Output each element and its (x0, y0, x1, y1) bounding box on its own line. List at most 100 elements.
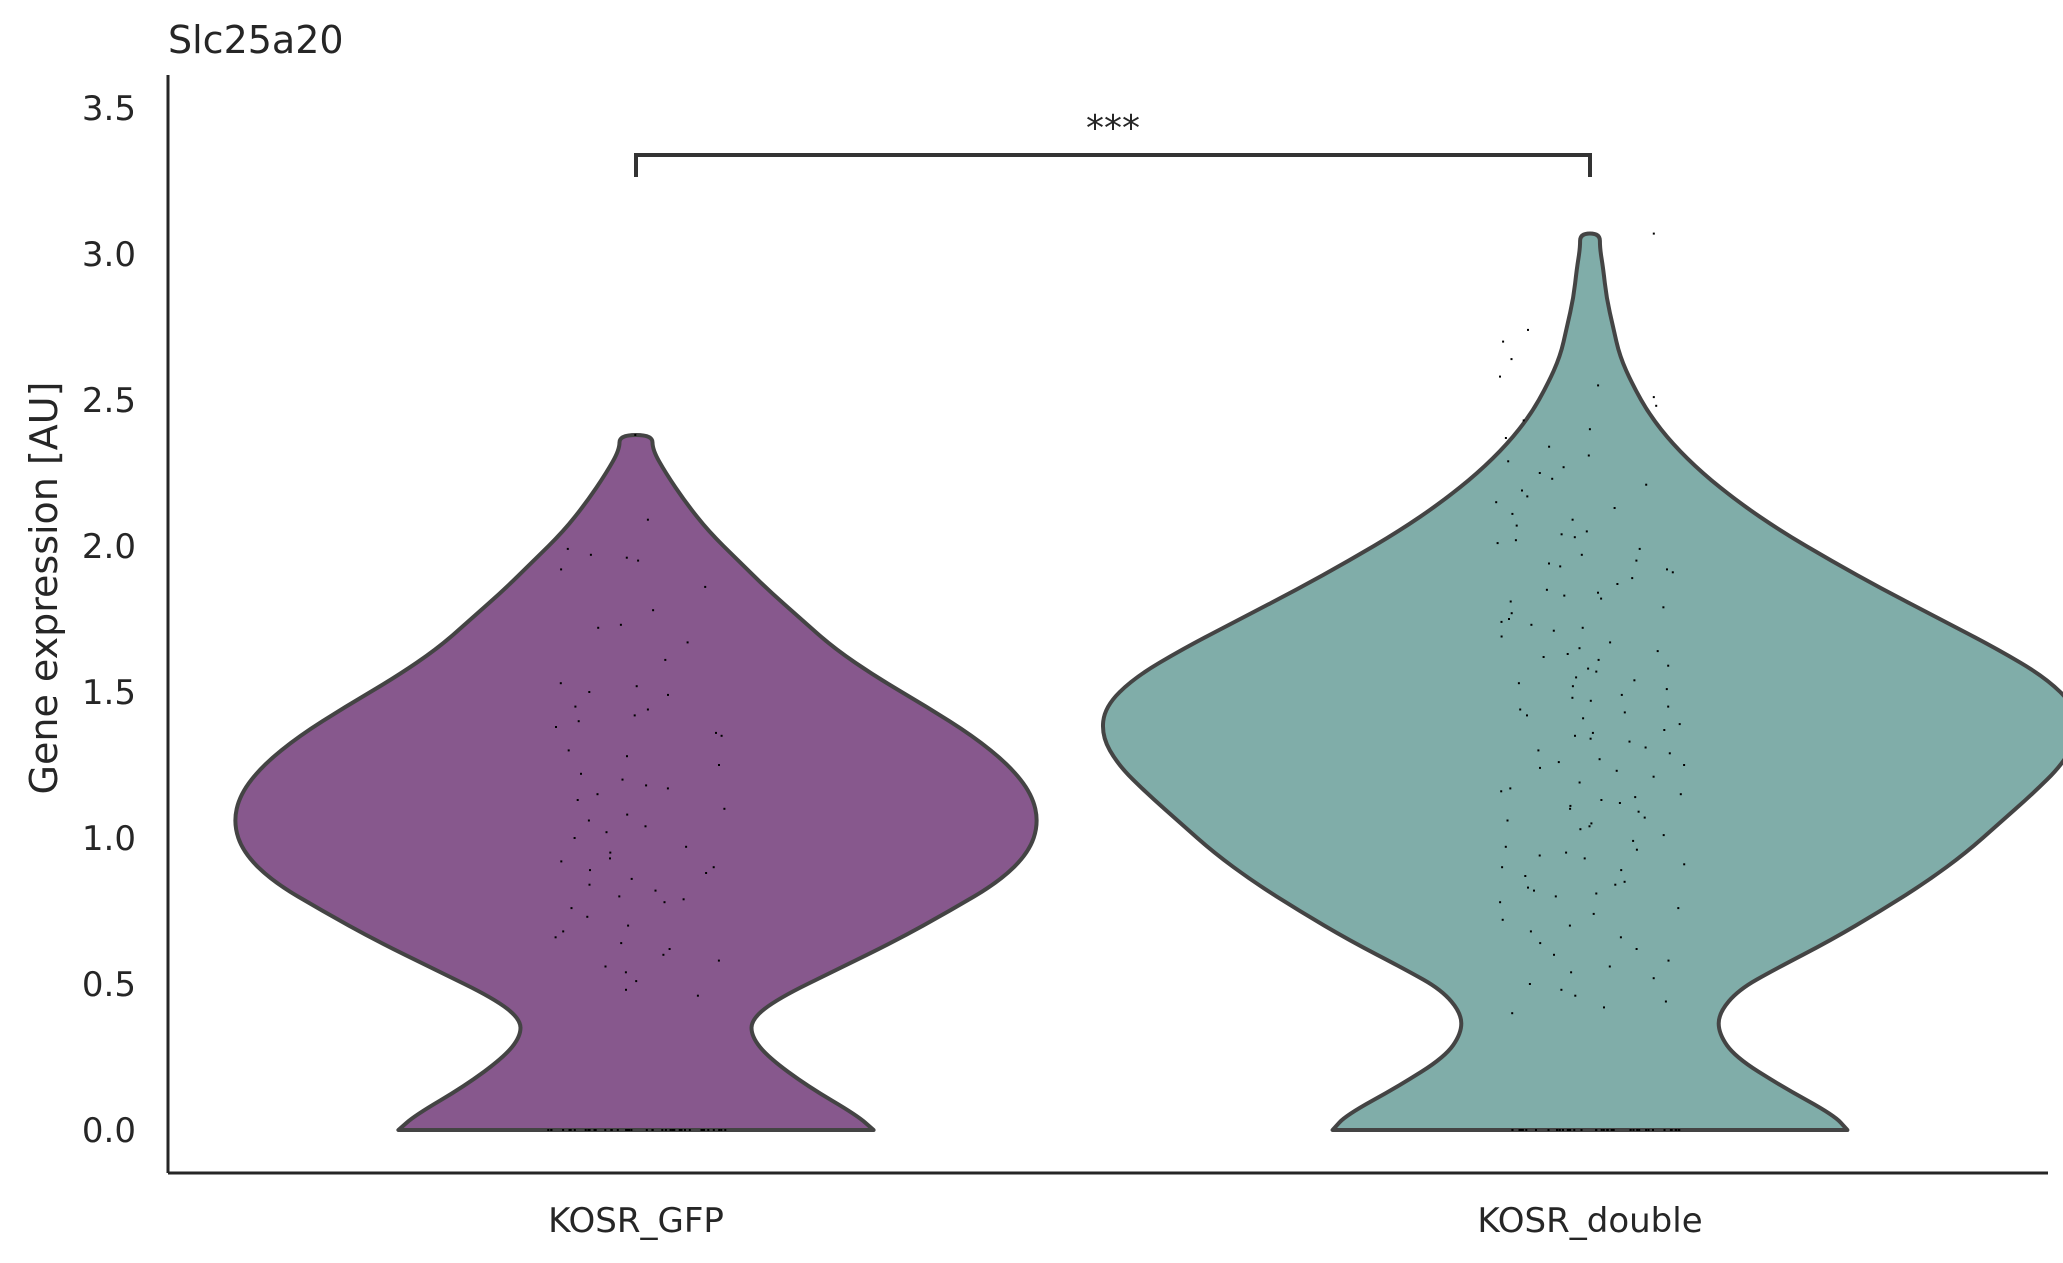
data-point (1569, 807, 1572, 810)
data-point (1614, 883, 1617, 886)
data-point (1569, 804, 1572, 807)
data-point (1521, 489, 1523, 492)
data-point (1551, 477, 1554, 480)
data-point (634, 434, 637, 436)
data-point (1678, 723, 1681, 726)
data-point (1595, 892, 1598, 895)
data-point-zero (593, 1129, 596, 1131)
data-point (1496, 542, 1499, 545)
data-point (635, 980, 638, 983)
data-point (589, 869, 591, 872)
data-point (1609, 641, 1612, 644)
data-point (1631, 577, 1634, 580)
annotations-layer: *** (634, 108, 1592, 177)
data-point (1600, 799, 1603, 801)
y-tick-label: 3.5 (82, 89, 136, 129)
data-point (596, 793, 599, 796)
y-tick-label: 1.5 (82, 673, 136, 713)
y-tick-label: 0.0 (82, 1111, 136, 1151)
data-point (1635, 848, 1638, 851)
data-point (668, 948, 671, 950)
data-point-zero (1525, 1129, 1528, 1131)
data-point (1560, 988, 1563, 991)
data-point (1509, 787, 1512, 790)
data-point (1620, 693, 1623, 696)
data-point-zero (1602, 1129, 1605, 1131)
data-point (1589, 699, 1592, 702)
data-point (645, 784, 648, 787)
data-point-zero (671, 1129, 674, 1131)
data-point (555, 726, 557, 728)
data-point (1585, 530, 1588, 533)
data-point (1597, 658, 1600, 661)
data-point-zero (1521, 1129, 1524, 1131)
y-tick-label: 2.5 (82, 381, 136, 421)
data-point (1619, 936, 1622, 939)
data-point-zero (700, 1129, 703, 1131)
data-point (1643, 816, 1646, 819)
data-point (1677, 907, 1680, 910)
data-point-zero (661, 1129, 664, 1131)
data-point (1581, 626, 1584, 629)
data-point (1632, 839, 1635, 842)
data-point (1668, 752, 1671, 755)
data-point-zero (568, 1129, 571, 1131)
data-point (1635, 559, 1638, 562)
data-point (1623, 880, 1626, 883)
axes-layer: 0.0 0.5 1.0 1.5 2.0 2.5 3.0 3.5 KOSR_GFP KOSR_dou… (82, 75, 2048, 1241)
data-point (1566, 653, 1569, 655)
data-point (1633, 679, 1636, 682)
data-point (1667, 959, 1670, 962)
data-point (1600, 597, 1603, 600)
data-point (1539, 942, 1542, 945)
data-point (619, 623, 622, 626)
data-point-zero (1610, 1129, 1613, 1131)
data-point (1597, 384, 1600, 387)
data-point (1538, 472, 1541, 474)
data-point-zero (1573, 1129, 1576, 1131)
data-point (662, 953, 665, 956)
data-point (1656, 650, 1659, 653)
data-point (682, 898, 685, 901)
data-point (1652, 232, 1655, 235)
data-point-zero (724, 1129, 727, 1131)
data-point (580, 772, 582, 775)
data-point (559, 682, 562, 685)
data-point (718, 764, 720, 766)
data-point (1500, 790, 1503, 793)
data-point (644, 825, 647, 828)
data-point (1563, 594, 1566, 597)
data-point (1663, 729, 1666, 731)
data-point (1588, 825, 1591, 828)
data-point (588, 883, 591, 886)
data-point (1504, 845, 1507, 848)
data-point (1590, 822, 1593, 825)
data-point (620, 942, 623, 945)
data-point (587, 819, 590, 822)
data-point (1552, 629, 1555, 632)
data-point (646, 708, 649, 711)
data-point (1511, 512, 1514, 515)
data-point (554, 936, 557, 939)
data-point (1667, 705, 1670, 708)
data-point (1548, 445, 1551, 448)
data-point (696, 994, 699, 997)
data-point (618, 895, 621, 898)
data-point (1623, 711, 1626, 714)
data-point (1667, 664, 1670, 667)
data-point-zero (1645, 1129, 1648, 1131)
violins-layer (233, 231, 2063, 1132)
data-point-zero (645, 1129, 648, 1131)
data-point-zero (718, 1129, 721, 1131)
data-point-zero (587, 1129, 590, 1131)
data-point-zero (550, 1129, 553, 1131)
data-point (664, 658, 667, 661)
data-point-zero (673, 1129, 676, 1131)
data-point (1526, 714, 1528, 717)
data-point (1510, 612, 1513, 615)
data-point (1502, 340, 1505, 343)
data-point (1592, 912, 1595, 915)
data-point (1616, 583, 1619, 585)
data-point (1603, 1006, 1605, 1009)
data-point (717, 959, 720, 962)
